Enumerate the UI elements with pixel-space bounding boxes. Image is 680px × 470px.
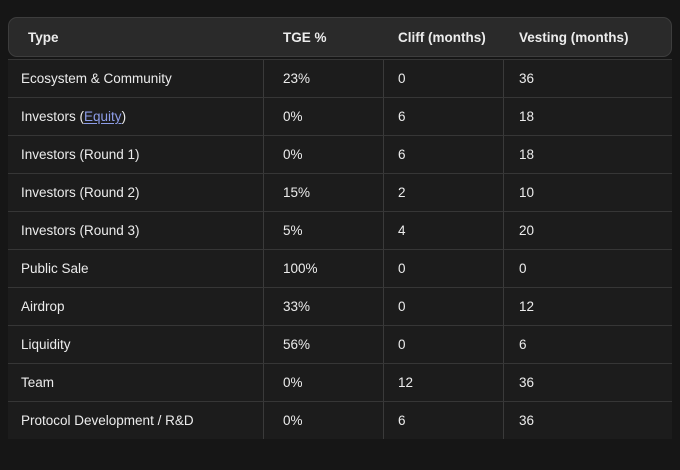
table-row: Investors (Round 2) 15% 2 10 <box>8 173 672 211</box>
cell-type: Investors (Round 3) <box>21 223 140 238</box>
cell-cliff: 0 <box>383 250 503 287</box>
cell-vesting: 12 <box>503 288 672 325</box>
cell-vesting: 10 <box>503 174 672 211</box>
cell-cliff: 2 <box>383 174 503 211</box>
vesting-table: Type TGE % Cliff (months) Vesting (month… <box>8 17 672 439</box>
cell-type: Protocol Development / R&D <box>21 413 194 428</box>
cell-type: Public Sale <box>21 261 89 276</box>
table-row: Liquidity 56% 0 6 <box>8 325 672 363</box>
table-row: Team 0% 12 36 <box>8 363 672 401</box>
cell-type: Investors (Round 1) <box>21 147 140 162</box>
cell-tge: 23% <box>263 60 383 97</box>
cell-cliff: 6 <box>383 402 503 439</box>
table-row: Public Sale 100% 0 0 <box>8 249 672 287</box>
table-row: Investors (Round 1) 0% 6 18 <box>8 135 672 173</box>
cell-vesting: 36 <box>503 402 672 439</box>
table-row: Investors (Round 3) 5% 4 20 <box>8 211 672 249</box>
cell-tge: 5% <box>263 212 383 249</box>
table-body: Ecosystem & Community 23% 0 36 Investors… <box>8 59 672 439</box>
cell-type: Ecosystem & Community <box>21 71 172 86</box>
column-header-type: Type <box>28 29 59 45</box>
cell-cliff: 0 <box>383 326 503 363</box>
cell-cliff: 6 <box>383 98 503 135</box>
cell-tge: 0% <box>263 402 383 439</box>
cell-vesting: 36 <box>503 60 672 97</box>
cell-cliff: 6 <box>383 136 503 173</box>
cell-type: Team <box>21 375 55 390</box>
cell-cliff: 0 <box>383 288 503 325</box>
cell-tge: 56% <box>263 326 383 363</box>
cell-tge: 33% <box>263 288 383 325</box>
cell-vesting: 6 <box>503 326 672 363</box>
cell-tge: 0% <box>263 136 383 173</box>
cell-vesting: 20 <box>503 212 672 249</box>
cell-cliff: 12 <box>383 364 503 401</box>
cell-vesting: 18 <box>503 136 672 173</box>
table-row: Airdrop 33% 0 12 <box>8 287 672 325</box>
equity-link[interactable]: Equity <box>84 109 122 124</box>
type-text-prefix: Investors ( <box>21 109 85 124</box>
table-header: Type TGE % Cliff (months) Vesting (month… <box>8 17 672 57</box>
table-row: Investors (Equity) 0% 6 18 <box>8 97 672 135</box>
cell-vesting: 36 <box>503 364 672 401</box>
cell-tge: 15% <box>263 174 383 211</box>
cell-type: Liquidity <box>21 337 71 352</box>
cell-tge: 0% <box>263 364 383 401</box>
column-header-cliff: Cliff (months) <box>398 29 486 45</box>
cell-cliff: 0 <box>383 60 503 97</box>
cell-type: Investors (Equity) <box>8 98 263 135</box>
cell-cliff: 4 <box>383 212 503 249</box>
cell-tge: 0% <box>263 98 383 135</box>
cell-vesting: 0 <box>503 250 672 287</box>
table-row: Ecosystem & Community 23% 0 36 <box>8 59 672 97</box>
column-header-vesting: Vesting (months) <box>519 29 629 45</box>
cell-vesting: 18 <box>503 98 672 135</box>
cell-tge: 100% <box>263 250 383 287</box>
type-text-suffix: ) <box>121 109 127 124</box>
column-header-tge: TGE % <box>283 29 327 45</box>
cell-type: Airdrop <box>21 299 65 314</box>
table-row: Protocol Development / R&D 0% 6 36 <box>8 401 672 439</box>
cell-type: Investors (Round 2) <box>21 185 140 200</box>
